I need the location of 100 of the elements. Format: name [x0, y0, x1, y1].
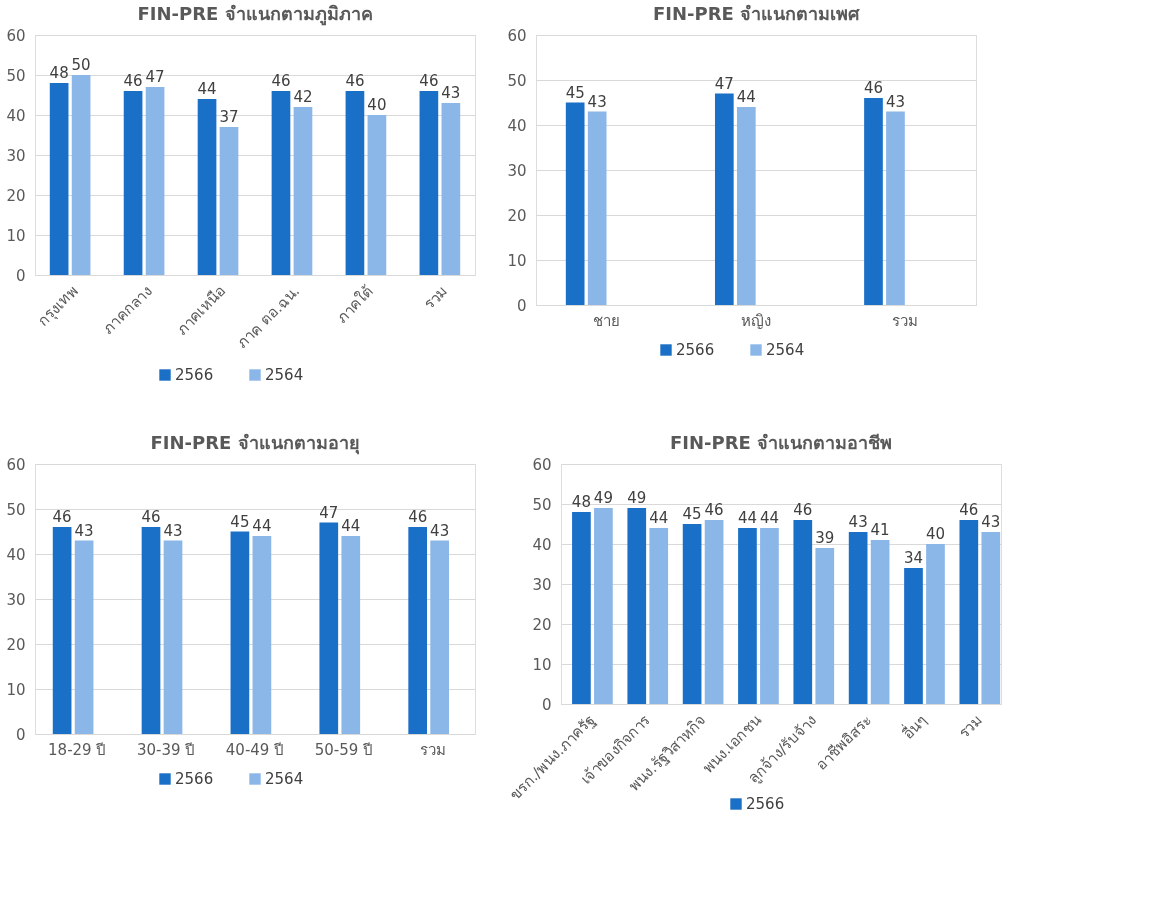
y-tick-label: 30 [507, 161, 527, 180]
bar [71, 75, 91, 275]
bar [627, 508, 647, 704]
x-tick-label: 40-49 ปี [225, 740, 285, 759]
y-tick-label: 50 [532, 495, 552, 514]
y-tick-label: 50 [6, 500, 26, 519]
data-label: 45 [230, 512, 250, 531]
data-label: 46 [345, 72, 365, 90]
data-label: 46 [419, 72, 439, 90]
bar [230, 531, 250, 734]
data-label: 46 [123, 72, 143, 90]
x-tick-label: รวม [419, 740, 446, 759]
bar [572, 512, 591, 704]
data-label: 44 [736, 88, 756, 106]
legend-label: 2566 [676, 341, 715, 359]
y-tick-label: 0 [15, 725, 26, 744]
bar [959, 520, 979, 704]
bar [565, 102, 585, 305]
bar [738, 528, 757, 704]
y-tick-label: 0 [15, 266, 26, 285]
data-label: 43 [430, 521, 450, 540]
x-tick-label: อื่นๆ [897, 709, 931, 743]
y-tick-label: 40 [6, 545, 26, 564]
y-tick-label: 50 [507, 71, 527, 90]
y-tick-label: 60 [507, 26, 527, 45]
bar [293, 107, 313, 275]
chart-title: FIN-PRE จำแนกตามภูมิภาค [137, 3, 373, 26]
data-label: 42 [293, 88, 313, 106]
bar [714, 93, 734, 305]
bar [793, 520, 813, 704]
bar [197, 99, 217, 275]
bar [419, 91, 439, 275]
y-tick-label: 20 [6, 186, 26, 205]
bar [74, 540, 94, 734]
data-label: 47 [319, 503, 339, 522]
data-label: 43 [441, 84, 461, 102]
data-label: 48 [49, 64, 69, 82]
legend-label: 2564 [265, 366, 304, 384]
data-label: 34 [903, 549, 924, 567]
data-label: 43 [74, 521, 94, 540]
y-tick-label: 10 [532, 655, 552, 674]
data-label: 47 [714, 74, 734, 93]
data-label: 44 [197, 80, 217, 98]
data-label: 40 [367, 96, 387, 114]
bar [123, 91, 143, 275]
y-tick-label: 60 [6, 26, 26, 45]
data-label: 45 [682, 505, 702, 523]
data-label: 44 [649, 509, 669, 527]
chart-title: FIN-PRE จำแนกตามอาชีพ [669, 432, 893, 453]
data-label: 44 [252, 517, 272, 535]
data-label: 44 [737, 509, 757, 527]
y-tick-label: 60 [532, 455, 552, 474]
x-tick-label: 30-39 ปี [136, 740, 196, 759]
x-tick-label: รวม [420, 282, 452, 314]
y-tick-label: 50 [6, 66, 26, 85]
data-label: 39 [815, 529, 835, 547]
data-label: 46 [863, 79, 884, 97]
bar [886, 111, 905, 305]
bar [594, 508, 613, 704]
bar [345, 91, 365, 275]
data-label: 44 [341, 517, 361, 535]
data-label: 47 [145, 68, 165, 86]
bar [736, 107, 756, 305]
bar [219, 127, 239, 275]
y-tick-label: 30 [532, 575, 552, 594]
data-label: 48 [571, 493, 591, 511]
y-tick-label: 20 [532, 615, 552, 634]
bar [926, 544, 945, 704]
legend-label: 2564 [766, 341, 805, 359]
y-tick-label: 30 [6, 146, 26, 165]
legend-label: 2566 [746, 795, 785, 813]
y-tick-label: 10 [6, 680, 26, 699]
y-tick-label: 20 [507, 206, 527, 225]
data-label: 43 [885, 92, 906, 111]
data-label: 46 [52, 508, 72, 526]
data-label: 46 [271, 72, 291, 90]
bar [367, 115, 387, 275]
bar [49, 83, 69, 275]
bar [587, 111, 607, 305]
bar [163, 540, 183, 734]
data-label: 44 [759, 509, 779, 527]
legend-label: 2564 [265, 770, 304, 788]
bar [704, 520, 724, 704]
data-label: 43 [848, 513, 868, 531]
y-tick-label: 40 [532, 535, 552, 554]
bar [52, 527, 72, 734]
x-tick-label: รวม [892, 311, 919, 330]
y-tick-label: 10 [6, 226, 26, 245]
chart-title: FIN-PRE จำแนกตามเพศ [652, 3, 861, 24]
data-label: 43 [981, 513, 1001, 531]
bar [441, 103, 461, 275]
data-label: 43 [587, 92, 607, 111]
bar [870, 540, 890, 704]
y-tick-label: 40 [6, 106, 26, 125]
bar [252, 536, 272, 734]
x-tick-label: 18-29 ปี [48, 740, 107, 759]
x-tick-label: รวม [954, 711, 987, 743]
bar [682, 524, 702, 704]
data-label: 40 [925, 525, 946, 543]
bar [981, 532, 1001, 704]
